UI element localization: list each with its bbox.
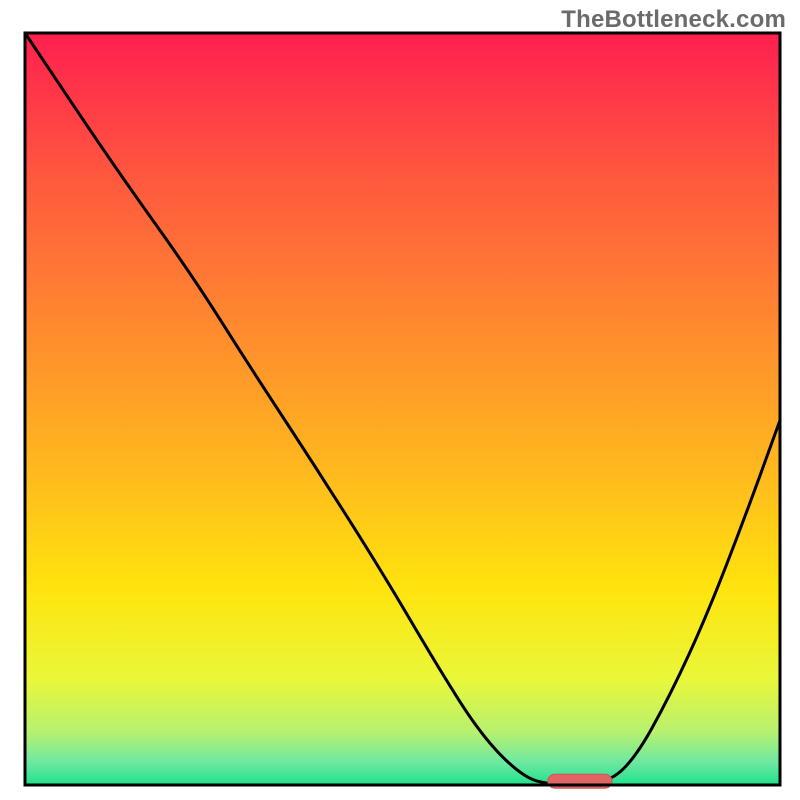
chart-background <box>25 33 780 785</box>
bottleneck-chart <box>0 0 800 800</box>
watermark-text: TheBottleneck.com <box>561 6 786 34</box>
chart-root: TheBottleneck.com <box>0 0 800 800</box>
